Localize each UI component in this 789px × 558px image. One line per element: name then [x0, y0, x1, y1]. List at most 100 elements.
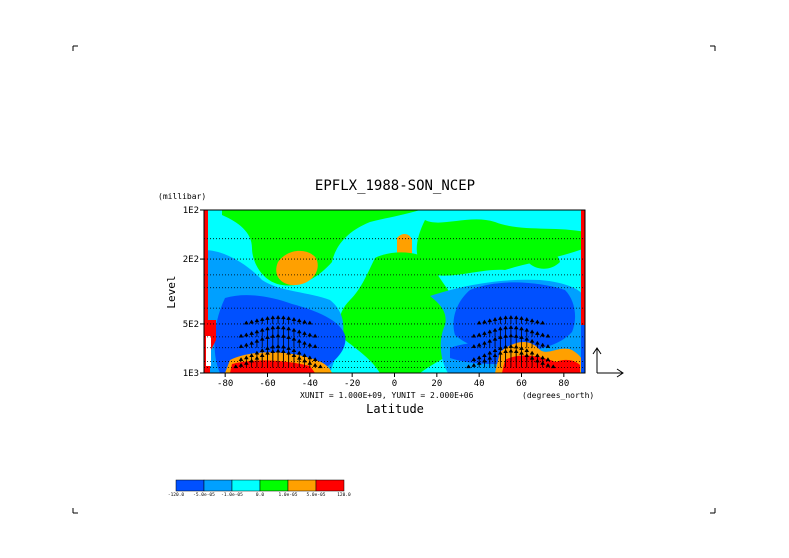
- vector-head: [519, 316, 524, 320]
- vector-head: [244, 320, 249, 325]
- vector-head: [524, 353, 530, 357]
- x-tick-label: 0: [392, 379, 397, 389]
- vector-head: [259, 317, 265, 321]
- vector-head: [545, 333, 551, 338]
- vector-head: [513, 315, 519, 320]
- vector-head: [265, 326, 270, 331]
- vector-head: [482, 319, 487, 324]
- vector-head: [244, 342, 249, 347]
- vector-head: [275, 344, 281, 348]
- vector-head: [492, 348, 498, 353]
- x-tick-label: -60: [259, 379, 275, 389]
- vector-head: [545, 357, 551, 362]
- vector-head: [281, 349, 286, 354]
- vector-head: [471, 357, 477, 362]
- vector-head: [529, 350, 535, 355]
- vector-head: [529, 355, 535, 360]
- x-tick-label: 40: [474, 379, 485, 389]
- vector-head: [503, 325, 508, 330]
- vector-head: [476, 320, 482, 325]
- x-units-label: (degrees_north): [522, 391, 594, 400]
- x-tick-label: -80: [217, 379, 233, 389]
- vector-head: [492, 353, 498, 357]
- vector-head: [519, 326, 524, 331]
- vector-head: [318, 364, 323, 369]
- vector-head: [540, 320, 545, 325]
- vector-head: [249, 319, 254, 324]
- plot-area: [203, 209, 586, 374]
- vector-head: [487, 338, 493, 343]
- vector-head: [302, 331, 307, 335]
- colorbar-swatch: [259, 479, 289, 492]
- chart-title: EPFLX_1988-SON_NCEP: [315, 178, 475, 194]
- colorbar-swatch: [203, 479, 233, 492]
- vector-head: [244, 355, 249, 360]
- vector-head: [535, 331, 540, 335]
- vector-head: [275, 333, 281, 338]
- y-axis-label: Level: [165, 275, 178, 308]
- vector-head: [508, 344, 514, 348]
- vector-head: [233, 364, 239, 369]
- x-axis-label: Latitude: [366, 402, 424, 416]
- ep-flux-vectors: [233, 315, 556, 369]
- vector-head: [498, 316, 503, 320]
- vector-head: [254, 355, 260, 360]
- vector-head: [492, 336, 498, 341]
- vector-head: [249, 331, 254, 335]
- vector-head: [307, 361, 313, 365]
- corner-marks: [72, 45, 716, 514]
- vector-head: [259, 327, 265, 332]
- vector-head: [265, 316, 270, 320]
- vector-head: [238, 357, 244, 362]
- vector-head: [529, 318, 535, 323]
- x-tick-label: 80: [558, 379, 569, 389]
- vector-head: [503, 344, 508, 349]
- colorbar-label: 1.0e-05: [279, 492, 298, 498]
- y-tick-label: 5E2: [183, 320, 199, 330]
- vector-head: [535, 353, 540, 358]
- vector-head: [535, 358, 540, 363]
- vector-head: [265, 350, 270, 355]
- x-tick-label: -20: [344, 379, 360, 389]
- vector-head: [286, 326, 291, 331]
- vector-head: [476, 342, 482, 347]
- vector-head: [265, 335, 270, 339]
- vector-head: [254, 329, 260, 334]
- contour-fill: [204, 210, 585, 373]
- vector-head: [524, 327, 530, 332]
- vector-head: [482, 340, 487, 345]
- vector-head: [244, 361, 249, 365]
- vector-head: [498, 350, 503, 355]
- vector-head: [259, 336, 265, 341]
- vector-head: [296, 350, 302, 355]
- vector-head: [524, 336, 530, 341]
- vector-head: [244, 332, 249, 337]
- colorbar-label: 5.0e-05: [307, 492, 326, 498]
- colorbar-label: 120.0: [337, 492, 351, 498]
- vector-head: [545, 362, 551, 367]
- vector-head: [503, 333, 508, 338]
- x-tick-label: 20: [431, 379, 442, 389]
- vector-head: [296, 355, 302, 360]
- vector-head: [270, 333, 276, 338]
- vector-head: [254, 318, 260, 323]
- vector-head: [540, 342, 545, 347]
- vector-head: [535, 340, 540, 345]
- vector-head: [286, 350, 291, 355]
- vector-head: [513, 325, 519, 330]
- vector-head: [471, 333, 477, 338]
- vector-head: [286, 335, 291, 339]
- vector-head: [270, 344, 276, 349]
- vector-head: [296, 338, 302, 343]
- vector-head: [249, 358, 254, 363]
- colorbar-swatch: [231, 479, 261, 492]
- vector-head: [540, 332, 545, 337]
- vector-head: [466, 364, 471, 369]
- vector-head: [265, 346, 270, 350]
- vector-head: [503, 315, 508, 320]
- vector-head: [503, 349, 508, 354]
- vector-head: [275, 315, 281, 319]
- colorbar-label: -5.0e-05: [193, 492, 215, 498]
- vector-head: [291, 348, 297, 353]
- vector-head: [281, 315, 286, 320]
